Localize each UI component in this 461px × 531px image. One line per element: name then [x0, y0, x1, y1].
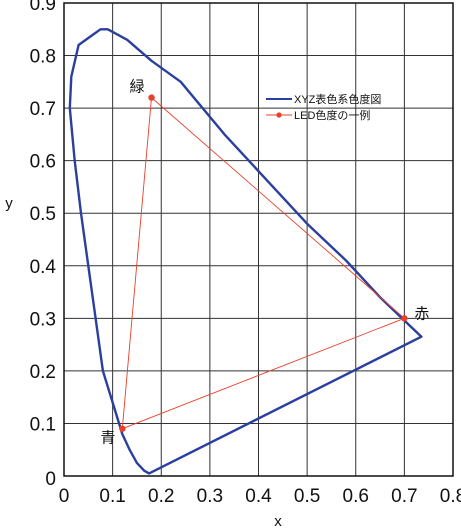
- legend: XYZ表色系色度図 LED色度の一例: [266, 92, 381, 122]
- x-tick-label: 0.2: [148, 486, 174, 507]
- x-tick-label: 0: [59, 486, 70, 507]
- series-layer: [68, 28, 423, 475]
- series-1-point-1: [401, 315, 408, 322]
- legend-label: LED色度の一例: [294, 108, 370, 122]
- y-tick-label: 0: [45, 469, 56, 490]
- x-axis-label: x: [274, 513, 282, 530]
- y-axis-ticks: 0 0.1 0.2 0.3 0.4 0.5 0.6 0.7 0.8 0.9: [30, 0, 57, 490]
- annotation-label: 緑: [130, 78, 145, 96]
- plot-frame: [63, 2, 454, 477]
- x-tick-label: 0.8: [440, 486, 461, 507]
- plot-border: [63, 2, 454, 477]
- legend-marker-1: [276, 112, 282, 118]
- x-tick-label: 0.7: [391, 486, 417, 507]
- y-tick-label: 0.6: [30, 152, 56, 173]
- x-axis-ticks: 0 0.1 0.2 0.3 0.4 0.5 0.6 0.7 0.8: [59, 486, 461, 507]
- annotation-label: 赤: [414, 304, 429, 322]
- x-tick-label: 0.3: [197, 486, 223, 507]
- y-tick-label: 0.3: [30, 309, 56, 330]
- y-axis-label: y: [5, 195, 13, 212]
- series-1-point-0: [148, 94, 155, 101]
- series-line-1: [121, 97, 405, 430]
- y-tick-label: 0.9: [30, 0, 56, 15]
- x-tick-label: 0.5: [294, 486, 320, 507]
- x-tick-label: 0.4: [245, 486, 272, 507]
- y-tick-label: 0.4: [30, 257, 57, 278]
- x-tick-label: 0.6: [343, 486, 369, 507]
- y-tick-label: 0.5: [30, 204, 56, 225]
- legend-label: XYZ表色系色度図: [294, 92, 381, 106]
- x-tick-label: 0.1: [99, 486, 125, 507]
- series-line-0: [68, 28, 423, 475]
- y-tick-label: 0.8: [30, 47, 56, 68]
- series-1-point-2: [119, 425, 126, 432]
- y-tick-label: 0.7: [30, 99, 56, 120]
- y-tick-label: 0.1: [30, 414, 56, 435]
- y-tick-label: 0.2: [30, 362, 56, 383]
- point-annotations: 緑赤青: [100, 78, 429, 447]
- grid-lines: [63, 2, 454, 477]
- annotation-label: 青: [100, 429, 115, 447]
